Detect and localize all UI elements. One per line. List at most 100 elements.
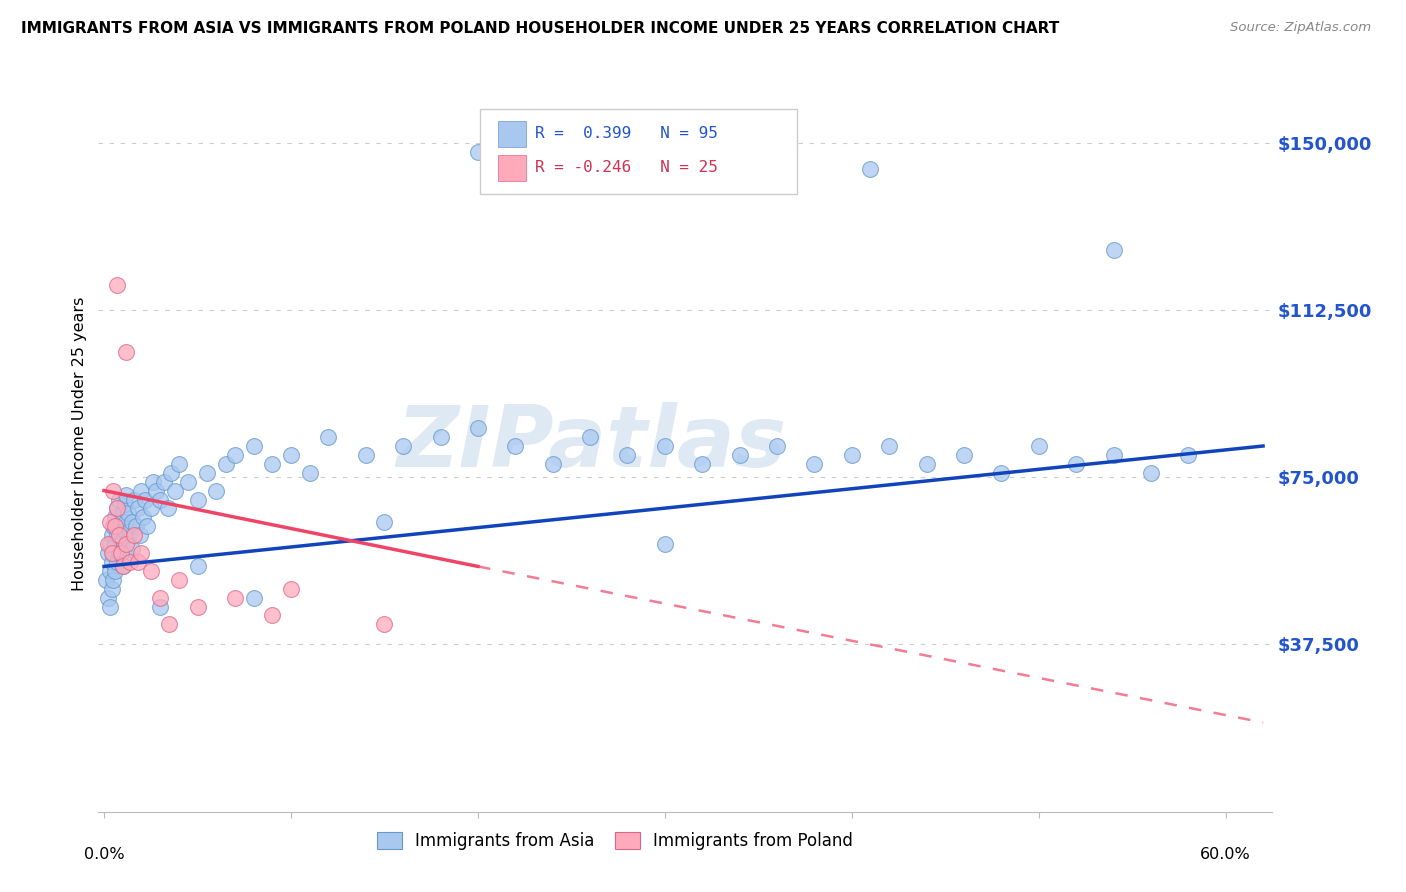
Point (318, 430, 340, 444)
Point (373, 617, 395, 632)
Point (98, 515, 121, 529)
Point (877, 439, 900, 453)
Point (429, 430, 451, 444)
Point (177, 475, 200, 489)
Text: 60.0%: 60.0% (1201, 847, 1251, 863)
Point (103, 573, 125, 587)
Point (1102, 243, 1125, 257)
Point (105, 501, 128, 516)
Point (354, 448, 377, 462)
Point (115, 537, 138, 551)
Point (766, 439, 789, 453)
Point (728, 448, 751, 462)
Point (1177, 448, 1199, 462)
Point (859, 162, 882, 177)
Point (145, 483, 167, 498)
Point (915, 457, 938, 471)
Point (110, 541, 132, 556)
Point (104, 510, 127, 524)
Point (654, 537, 676, 551)
Point (205, 483, 228, 498)
Point (159, 617, 181, 632)
Point (94, 573, 117, 587)
Point (262, 457, 284, 471)
Bar (498, 120, 526, 147)
Point (127, 555, 149, 569)
Point (103, 483, 125, 498)
Point (105, 278, 128, 293)
Point (97, 591, 120, 605)
Point (108, 546, 131, 560)
Point (105, 555, 128, 569)
Point (136, 519, 159, 533)
Text: Source: ZipAtlas.com: Source: ZipAtlas.com (1230, 21, 1371, 34)
Point (111, 506, 134, 520)
Point (186, 559, 208, 574)
Point (105, 528, 128, 542)
Point (242, 439, 264, 453)
Point (104, 537, 127, 551)
Point (121, 515, 143, 529)
Point (104, 519, 127, 533)
Point (120, 550, 142, 565)
Point (149, 492, 172, 507)
Point (280, 582, 302, 596)
Point (105, 501, 128, 516)
Point (841, 448, 863, 462)
Point (392, 439, 415, 453)
Point (1028, 439, 1050, 453)
Point (541, 457, 564, 471)
Point (690, 457, 713, 471)
Point (803, 457, 825, 471)
Point (120, 524, 142, 538)
Point (224, 448, 246, 462)
Point (149, 599, 172, 614)
Point (103, 519, 125, 533)
Point (579, 430, 602, 444)
Point (108, 492, 131, 507)
Point (214, 457, 236, 471)
Point (153, 475, 176, 489)
Point (142, 475, 165, 489)
Point (990, 466, 1012, 480)
Point (139, 501, 162, 516)
Point (104, 564, 127, 578)
Point (108, 519, 131, 533)
Point (134, 492, 156, 507)
Text: ZIPatlas: ZIPatlas (396, 402, 786, 485)
Point (115, 515, 138, 529)
Point (224, 591, 246, 605)
Point (186, 492, 208, 507)
Text: R = -0.246   N = 25: R = -0.246 N = 25 (536, 161, 718, 176)
Point (98, 537, 121, 551)
Point (103, 546, 125, 560)
Point (165, 483, 187, 498)
Text: IMMIGRANTS FROM ASIA VS IMMIGRANTS FROM POLAND HOUSEHOLDER INCOME UNDER 25 YEARS: IMMIGRANTS FROM ASIA VS IMMIGRANTS FROM … (21, 21, 1059, 36)
Point (115, 488, 138, 502)
Point (242, 591, 264, 605)
Point (467, 421, 489, 435)
Text: 0.0%: 0.0% (84, 847, 124, 863)
Point (262, 608, 284, 623)
Point (115, 345, 138, 359)
Point (186, 599, 208, 614)
Bar (498, 154, 526, 181)
Legend: Immigrants from Asia, Immigrants from Poland: Immigrants from Asia, Immigrants from Po… (370, 825, 859, 856)
Point (1140, 466, 1163, 480)
Point (953, 448, 976, 462)
Point (167, 573, 190, 587)
Point (131, 483, 153, 498)
Text: R =  0.399   N = 95: R = 0.399 N = 95 (536, 127, 718, 142)
Point (98, 564, 121, 578)
Point (131, 546, 153, 560)
Point (654, 439, 676, 453)
Point (167, 457, 190, 471)
Point (122, 492, 145, 507)
Point (111, 559, 134, 574)
Point (114, 497, 136, 511)
Point (132, 510, 155, 524)
Point (100, 582, 122, 596)
Point (117, 533, 139, 547)
Point (195, 466, 218, 480)
Point (98, 599, 121, 614)
